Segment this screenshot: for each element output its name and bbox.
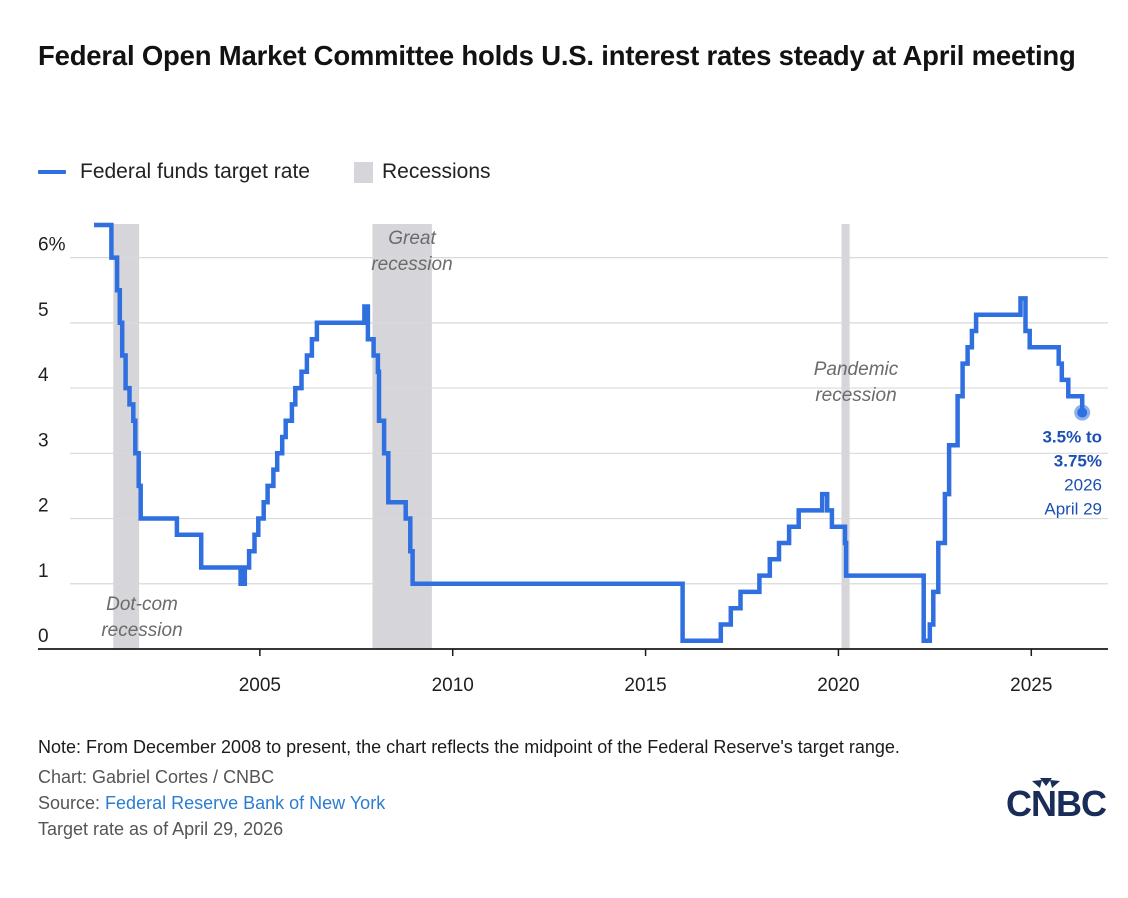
legend-item-rate: Federal funds target rate [38, 160, 310, 184]
cnbc-peacock-logo-icon: CNBC [1006, 778, 1108, 820]
end-label-line-4: April 29 [1044, 500, 1102, 519]
y-tick-label-3: 3 [38, 430, 49, 451]
legend-swatch-line [38, 170, 66, 174]
x-axis-ticks: 2005 2010 2015 2020 2025 [239, 649, 1052, 696]
end-point-dot [1077, 407, 1088, 418]
legend-label-recessions: Recessions [381, 160, 491, 183]
y-tick-label-4: 4 [38, 365, 49, 386]
x-tick-label-4: 2025 [1010, 675, 1052, 696]
y-tick-label-6: 6% [38, 235, 66, 256]
series-line-0 [94, 222, 1085, 644]
legend-item-recessions: Recessions [353, 160, 491, 184]
chart-credit: Chart: Gabriel Cortes / CNBC [38, 767, 275, 787]
end-label-line-1: 3.5% to [1042, 428, 1102, 447]
gridlines [38, 257, 1108, 650]
source-link[interactable]: Federal Reserve Bank of New York [105, 793, 386, 813]
end-label-line-2: 3.75% [1054, 452, 1102, 471]
x-tick-label-0: 2005 [239, 675, 281, 696]
y-tick-label-2: 2 [38, 496, 49, 517]
x-tick-label-2: 2015 [624, 675, 666, 696]
chart-as-of: Target rate as of April 29, 2026 [38, 819, 284, 839]
x-tick-label-1: 2010 [432, 675, 474, 696]
y-axis-ticks: 0 1 2 3 4 5 6% [38, 235, 66, 647]
recession-label-2-line2: recession [815, 385, 896, 406]
fed-funds-rate-chart: 0 1 2 3 4 5 6% 2005 2010 2015 2020 2025 Dot-com rec… [38, 222, 1108, 696]
source-prefix: Source: [38, 793, 106, 813]
end-label-line-3: 2026 [1064, 476, 1102, 495]
chart-note: Note: From December 2008 to present, the… [38, 737, 900, 757]
legend-swatch-recession [353, 161, 373, 183]
recession-bands [113, 224, 850, 649]
recession-band-2 [841, 224, 850, 649]
recession-label-0-line2: recession [101, 620, 182, 641]
y-tick-label-1: 1 [38, 561, 49, 582]
recession-label-1-line2: recession [371, 254, 452, 275]
series-lines [94, 222, 1085, 644]
recession-label-2-line1: Pandemic [814, 359, 899, 380]
y-tick-label-5: 5 [38, 300, 49, 321]
legend: Federal funds target rate Recessions [38, 156, 535, 188]
chart-source: Source: Federal Reserve Bank of New York [38, 790, 978, 816]
legend-label-rate: Federal funds target rate [80, 160, 310, 183]
x-tick-label-3: 2020 [817, 675, 859, 696]
recession-annotations: Dot-com recession Great recession Pandemic re… [101, 228, 898, 641]
recession-label-1-line1: Great [388, 228, 436, 249]
cnbc-logo-text: CNBC [1006, 783, 1107, 820]
recession-label-0-line1: Dot-com [106, 594, 178, 615]
y-tick-label-0: 0 [38, 626, 49, 647]
chart-title: Federal Open Market Committee holds U.S.… [38, 40, 1076, 71]
footer: Note: From December 2008 to present, the… [38, 734, 978, 842]
end-point-group: 3.5% to 3.75% 2026 April 29 [1042, 404, 1102, 519]
